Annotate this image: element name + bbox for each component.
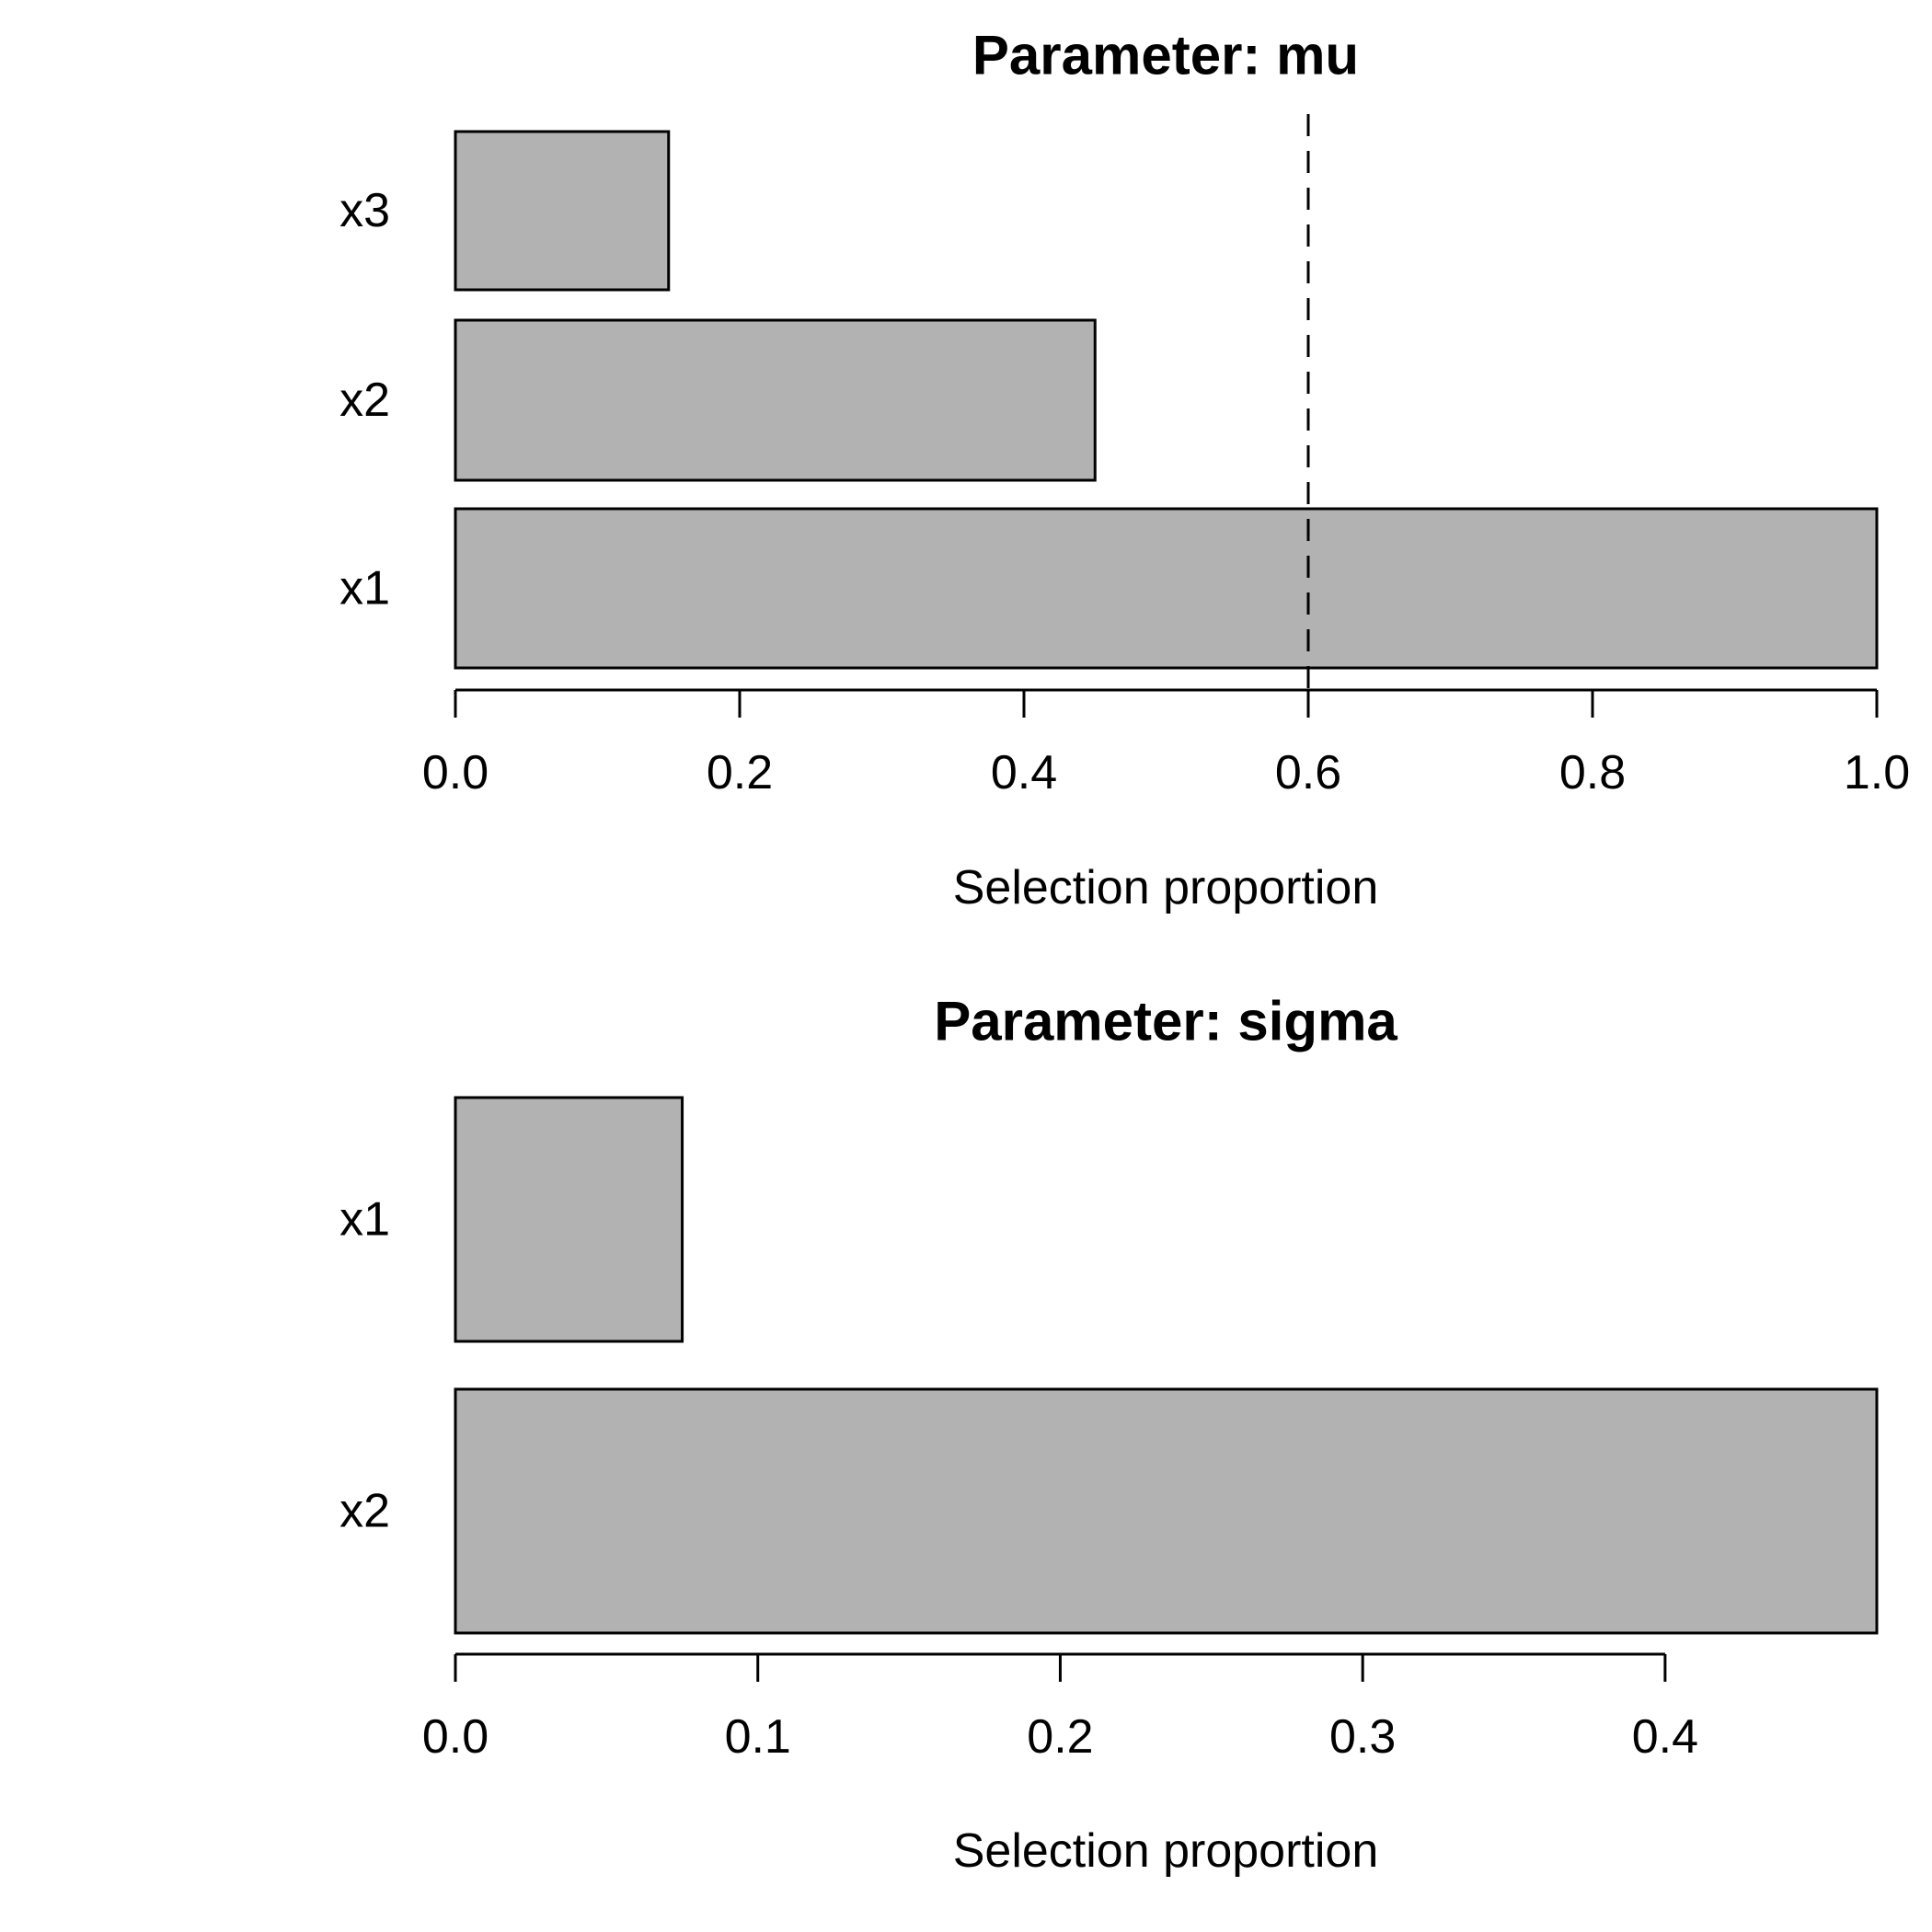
x-tick-label: 0.2	[1027, 1710, 1093, 1764]
x-tick-label: 0.4	[991, 746, 1057, 799]
x-tick-label: 0.1	[725, 1710, 791, 1764]
x-tick-label: 0.4	[1632, 1710, 1698, 1764]
chart-title: Parameter: mu	[972, 25, 1359, 86]
chart-title: Parameter: sigma	[934, 991, 1397, 1052]
x-tick-label: 0.0	[422, 746, 489, 799]
bar-x1	[454, 507, 1879, 670]
x-tick-label: 0.0	[422, 1710, 489, 1764]
category-label-x2: x2	[339, 1485, 390, 1538]
category-label-x2: x2	[339, 374, 390, 427]
category-label-x1: x1	[339, 562, 390, 615]
bar-x1	[454, 1096, 684, 1343]
x-tick-label: 0.6	[1275, 746, 1341, 799]
bar-x2	[454, 318, 1097, 482]
x-tick-label: 0.2	[707, 746, 773, 799]
sigma-chart: x1 x2 0.0 0.1 0.2 0.3 0.4 Parameter: sigma Selec…	[339, 991, 1879, 1878]
mu-chart: x3 x2 x1 0.0 0.2 0.4 0.6 0.8 1.0 Parameter: mu Sel…	[339, 25, 1910, 915]
x-tick-label: 0.3	[1329, 1710, 1396, 1764]
category-label-x1: x1	[339, 1193, 390, 1247]
x-tick-label: 0.8	[1559, 746, 1626, 799]
x-axis-label: Selection proportion	[953, 861, 1379, 914]
category-label-x3: x3	[339, 184, 390, 237]
bar-x3	[454, 130, 671, 292]
x-axis-label: Selection proportion	[953, 1824, 1379, 1878]
bar-x2	[454, 1387, 1879, 1635]
x-tick-label: 1.0	[1844, 746, 1910, 799]
